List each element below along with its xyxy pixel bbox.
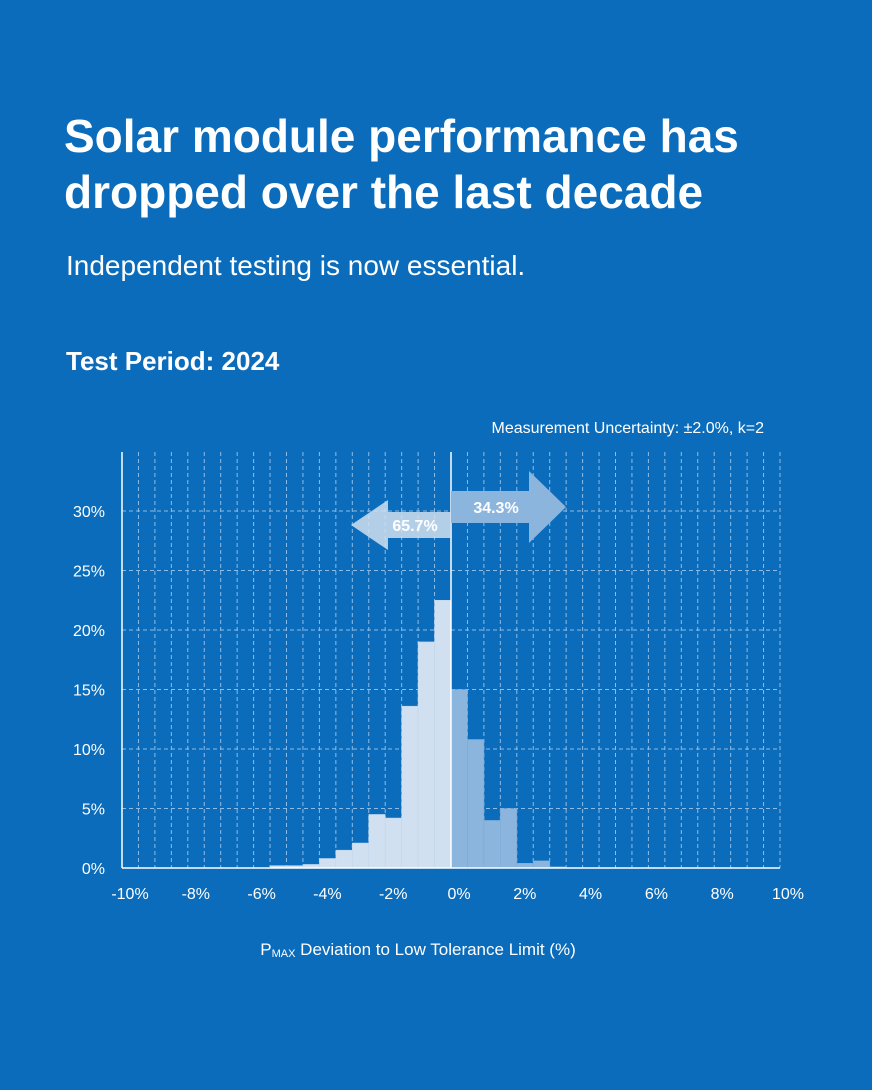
x-tick-label: 6% [645, 886, 668, 903]
y-tick-label: 0% [82, 861, 105, 878]
positive-share-label: 34.3% [473, 500, 518, 517]
measurement-uncertainty-note: Measurement Uncertainty: ±2.0%, k=2 [492, 420, 765, 437]
y-tick-label: 15% [73, 683, 105, 700]
x-tick-label: -2% [379, 886, 407, 903]
histogram-bar [417, 641, 435, 869]
histogram-bar [500, 808, 518, 869]
histogram-bar [434, 600, 452, 869]
x-tick-label: -10% [111, 886, 148, 903]
x-tick-label: 0% [447, 886, 470, 903]
x-tick-label: 8% [711, 886, 734, 903]
histogram-bar [319, 858, 337, 869]
x-axis-label-subscript: MAX [272, 948, 297, 960]
negative-share-arrow [351, 500, 451, 550]
x-axis-label: PMAX Deviation to Low Tolerance Limit (%… [260, 940, 576, 960]
x-tick-label: 2% [513, 886, 536, 903]
histogram-bar [368, 814, 386, 869]
x-tick-label: -4% [313, 886, 341, 903]
histogram-bar [352, 842, 369, 869]
test-period-label: Test Period: 2024 [66, 346, 280, 376]
share-arrows: 65.7% 34.3% [351, 471, 566, 550]
x-tick-label: 10% [772, 886, 804, 903]
x-tick-label: 4% [579, 886, 602, 903]
histogram-bar [483, 820, 501, 869]
bars-layer [269, 600, 567, 869]
histogram-bar [467, 739, 485, 869]
histogram-bar [401, 705, 419, 869]
page-subtitle: Independent testing is now essential. [66, 250, 526, 281]
histogram-bar [335, 849, 353, 869]
histogram-bar [533, 860, 550, 869]
page-title: Solar module performance has dropped ove… [64, 110, 739, 218]
y-tick-label: 20% [73, 623, 105, 640]
ticks-layer: 0% 5% 10% 15% 20% 25% 30% -10% -8% -6% -4% -2% 0% 2% 4… [73, 504, 804, 903]
positive-share-arrow [451, 471, 566, 543]
x-tick-label: -8% [182, 886, 210, 903]
histogram-bar [384, 817, 402, 869]
x-axis-label-text: Deviation to Low Tolerance Limit (%) [295, 940, 575, 959]
y-tick-label: 30% [73, 504, 105, 521]
y-tick-label: 5% [82, 802, 105, 819]
histogram-bar [450, 689, 468, 869]
x-axis-label-p: P [260, 940, 271, 959]
x-tick-label: -6% [247, 886, 275, 903]
y-tick-label: 25% [73, 564, 105, 581]
negative-share-label: 65.7% [392, 518, 437, 535]
y-tick-label: 10% [73, 742, 105, 759]
